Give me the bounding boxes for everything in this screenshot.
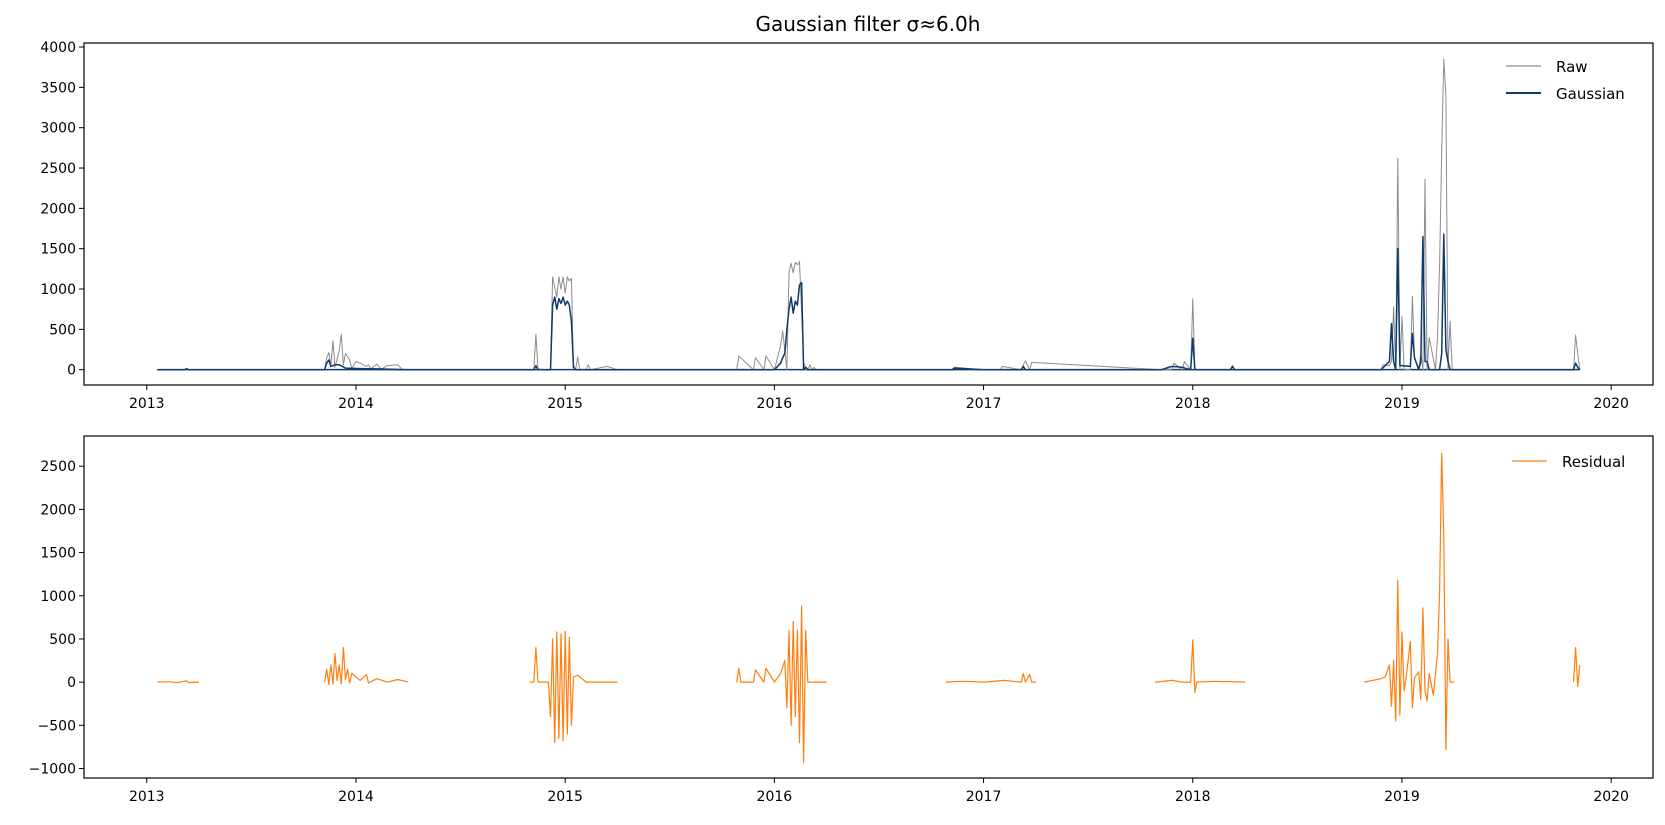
bottom-axes-frame — [83, 435, 1654, 779]
top-axes-frame — [83, 42, 1654, 386]
bottom-x-tick-label: 2018 — [1175, 789, 1211, 805]
top-legend: Raw Gaussian — [1506, 58, 1625, 103]
bottom-y-tick-label: 0 — [67, 675, 76, 691]
top-y-tick-label: 500 — [49, 322, 76, 338]
bottom-y-tick-label: 500 — [49, 632, 76, 648]
bottom-x-tick-label: 2014 — [338, 789, 374, 805]
top-y-tick-label: 2500 — [40, 161, 76, 177]
residual-series-segment — [1364, 452, 1455, 751]
top-y-tick-label: 2000 — [40, 201, 76, 217]
top-x-tick-label: 2016 — [757, 396, 793, 412]
bottom-x-tick-label: 2020 — [1593, 789, 1629, 805]
bottom-x-tick-label: 2017 — [966, 789, 1002, 805]
bottom-y-tick-label: 2500 — [40, 459, 76, 475]
bottom-x-tick-label: 2019 — [1384, 789, 1420, 805]
top-y-tick-label: 0 — [67, 363, 76, 379]
residual-series-segment — [324, 646, 409, 686]
bottom-y-ticks: −1000 −500 0 500 1000 1500 2000 2500 — [29, 459, 84, 778]
top-x-ticks: 2013 2014 2015 2016 2017 2018 2019 2020 — [129, 385, 1629, 412]
top-y-tick-label: 3500 — [40, 80, 76, 96]
bottom-y-tick-label: 1500 — [40, 546, 76, 562]
top-y-tick-label: 1000 — [40, 282, 76, 298]
bottom-x-tick-label: 2016 — [757, 789, 793, 805]
top-x-tick-label: 2017 — [966, 396, 1002, 412]
bottom-y-tick-label: −500 — [38, 718, 76, 734]
legend-gaussian-label: Gaussian — [1556, 85, 1625, 103]
top-y-tick-label: 1500 — [40, 242, 76, 258]
top-x-tick-label: 2018 — [1175, 396, 1211, 412]
top-series-lines — [157, 58, 1581, 371]
top-x-tick-label: 2013 — [129, 396, 165, 412]
bottom-x-tick-label: 2015 — [547, 789, 583, 805]
top-y-tick-label: 3000 — [40, 121, 76, 137]
chart-title: Gaussian filter σ≈6.0h — [756, 12, 981, 36]
bottom-legend: Residual — [1512, 453, 1625, 471]
top-x-tick-label: 2014 — [338, 396, 374, 412]
top-y-tick-label: 4000 — [40, 40, 76, 56]
residual-series-segment — [945, 672, 1036, 683]
residual-series-segment — [1155, 639, 1246, 694]
bottom-y-tick-label: 1000 — [40, 589, 76, 605]
legend-residual-label: Residual — [1562, 453, 1625, 471]
legend-raw-label: Raw — [1556, 58, 1588, 76]
bottom-series-lines — [157, 452, 1581, 764]
residual-series-segment — [1572, 646, 1581, 688]
bottom-x-tick-label: 2013 — [129, 789, 165, 805]
residual-series-segment — [736, 605, 827, 764]
top-y-ticks: 0 500 1000 1500 2000 2500 3000 3500 4000 — [40, 40, 84, 379]
residual-series-segment — [529, 630, 618, 744]
residual-series-segment — [157, 680, 200, 684]
top-x-tick-label: 2020 — [1593, 396, 1629, 412]
bottom-y-tick-label: −1000 — [29, 762, 76, 778]
bottom-y-tick-label: 2000 — [40, 502, 76, 518]
bottom-x-ticks: 2013 2014 2015 2016 2017 2018 2019 2020 — [129, 778, 1629, 805]
gaussian-series-line — [157, 233, 1581, 371]
top-x-tick-label: 2015 — [547, 396, 583, 412]
top-x-tick-label: 2019 — [1384, 396, 1420, 412]
